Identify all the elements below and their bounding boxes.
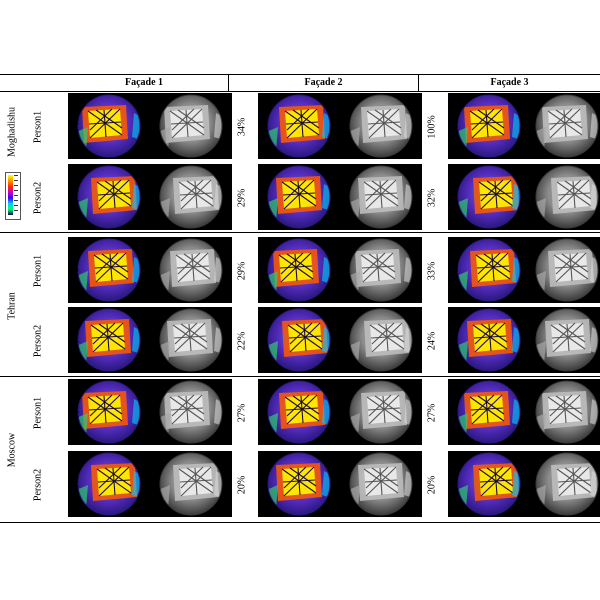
luminance-fisheye-image bbox=[340, 451, 422, 517]
glare-percentage: 27% bbox=[236, 403, 248, 423]
bottom-rule bbox=[0, 522, 600, 523]
person-label: Person2 bbox=[32, 181, 44, 215]
glare-percentage: 29% bbox=[236, 188, 248, 208]
glare-percentage: 47% bbox=[70, 117, 82, 137]
false-color-fisheye-image bbox=[258, 307, 340, 373]
column-divider-2 bbox=[418, 74, 419, 91]
luminance-fisheye-image bbox=[340, 93, 422, 159]
glare-percentage: 20% bbox=[236, 475, 248, 495]
false-color-fisheye-image bbox=[448, 451, 530, 517]
false-color-fisheye-image bbox=[448, 379, 530, 445]
false-color-fisheye-image bbox=[68, 379, 150, 445]
column-header-facade-3: Façade 3 bbox=[490, 77, 529, 88]
glare-percentage: 27% bbox=[426, 403, 438, 423]
luminance-fisheye-image bbox=[150, 451, 232, 517]
luminance-fisheye-image bbox=[526, 307, 600, 373]
glare-percentage: 22% bbox=[236, 331, 248, 351]
glare-percentage: 33% bbox=[426, 261, 438, 281]
group-divider-2 bbox=[0, 376, 600, 377]
false-color-fisheye-image bbox=[258, 237, 340, 303]
city-label-tehran: Tehran bbox=[6, 292, 18, 320]
person-label: Person2 bbox=[32, 324, 44, 358]
color-scale-bar bbox=[8, 175, 13, 215]
luminance-fisheye-image bbox=[150, 164, 232, 230]
glare-percentage: 100% bbox=[70, 259, 82, 283]
false-color-fisheye-image bbox=[448, 307, 530, 373]
person-label: Person2 bbox=[32, 468, 44, 502]
column-divider-1 bbox=[228, 74, 229, 91]
column-header-facade-1: Façade 1 bbox=[124, 77, 164, 88]
false-color-fisheye-image bbox=[258, 164, 340, 230]
person-label: Person1 bbox=[32, 254, 44, 288]
false-color-fisheye-image bbox=[448, 237, 530, 303]
person-label: Person1 bbox=[32, 396, 44, 430]
glare-percentage: 29% bbox=[236, 261, 248, 281]
false-color-fisheye-image bbox=[68, 237, 150, 303]
person-label: Person1 bbox=[32, 110, 44, 144]
false-color-fisheye-image bbox=[258, 379, 340, 445]
glare-percentage: 34% bbox=[236, 117, 248, 137]
glare-percentage: 32% bbox=[426, 188, 438, 208]
city-label-moghadishu: Moghadishu bbox=[6, 107, 18, 157]
glare-percentage: 24% bbox=[426, 331, 438, 351]
glare-percentage: 100% bbox=[70, 401, 82, 425]
luminance-fisheye-image bbox=[150, 93, 232, 159]
luminance-fisheye-image bbox=[526, 379, 600, 445]
glare-percentage: 24% bbox=[70, 331, 82, 351]
false-color-fisheye-image bbox=[448, 164, 530, 230]
false-color-fisheye-image bbox=[68, 451, 150, 517]
glare-percentage: 20% bbox=[426, 475, 438, 495]
color-scale-ticks bbox=[14, 175, 18, 215]
luminance-fisheye-image bbox=[150, 307, 232, 373]
false-color-scale-legend bbox=[5, 172, 21, 220]
luminance-fisheye-image bbox=[526, 93, 600, 159]
luminance-fisheye-image bbox=[340, 237, 422, 303]
false-color-fisheye-image bbox=[68, 93, 150, 159]
luminance-fisheye-image bbox=[150, 379, 232, 445]
false-color-fisheye-image bbox=[68, 164, 150, 230]
luminance-fisheye-image bbox=[150, 237, 232, 303]
false-color-fisheye-image bbox=[258, 451, 340, 517]
top-rule bbox=[0, 74, 600, 75]
luminance-fisheye-image bbox=[340, 164, 422, 230]
city-label-moscow: Moscow bbox=[6, 432, 18, 468]
luminance-fisheye-image bbox=[526, 451, 600, 517]
luminance-fisheye-image bbox=[340, 379, 422, 445]
false-color-fisheye-image bbox=[68, 307, 150, 373]
glare-percentage: 100% bbox=[426, 115, 438, 139]
luminance-fisheye-image bbox=[340, 307, 422, 373]
luminance-fisheye-image bbox=[526, 237, 600, 303]
header-rule bbox=[0, 91, 600, 92]
false-color-fisheye-image bbox=[258, 93, 340, 159]
glare-percentage: 37% bbox=[70, 188, 82, 208]
group-divider-1 bbox=[0, 232, 600, 233]
false-color-fisheye-image bbox=[448, 93, 530, 159]
column-header-facade-2: Façade 2 bbox=[304, 77, 343, 88]
glare-percentage: 20% bbox=[70, 475, 82, 495]
luminance-fisheye-image bbox=[526, 164, 600, 230]
